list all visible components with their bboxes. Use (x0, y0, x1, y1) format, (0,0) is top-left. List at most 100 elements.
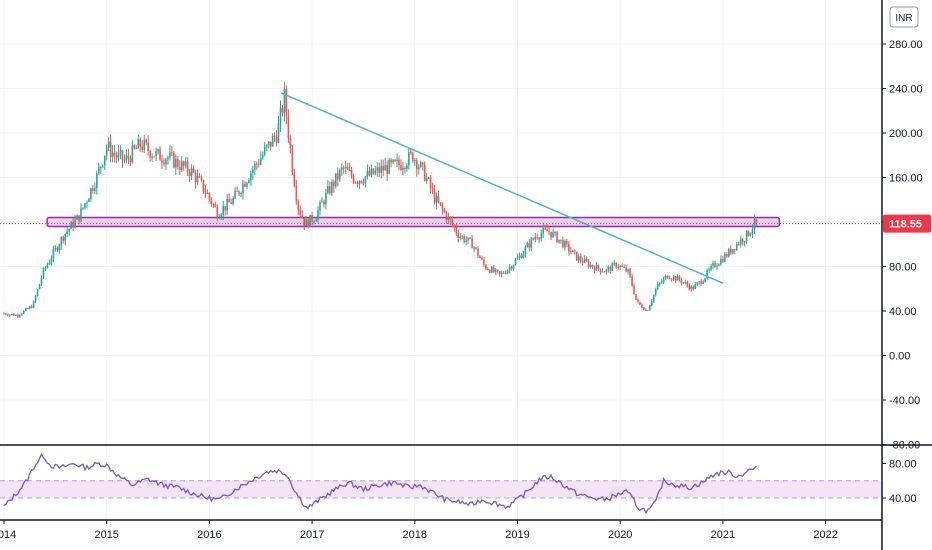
candle (224, 206, 226, 216)
price-plot[interactable] (0, 81, 882, 319)
candle (623, 264, 625, 268)
candle (301, 210, 304, 219)
candle (62, 235, 65, 244)
candle (506, 269, 509, 275)
candle (463, 234, 465, 244)
candle (455, 223, 458, 236)
candle (313, 220, 315, 225)
candle (129, 155, 132, 167)
candle (459, 233, 462, 241)
candle (40, 275, 43, 286)
rsi-plot[interactable] (0, 452, 882, 515)
candle (344, 160, 347, 174)
candle (68, 228, 70, 236)
candle (7, 313, 9, 317)
candle (583, 255, 586, 263)
candle (250, 170, 252, 187)
candle (153, 156, 155, 158)
candle (70, 220, 72, 230)
candle (230, 198, 232, 205)
candle (708, 267, 710, 273)
candle (109, 134, 112, 163)
candle (467, 237, 469, 245)
candle (562, 236, 564, 249)
candle (175, 154, 177, 175)
candle (335, 173, 337, 189)
candle (498, 271, 501, 277)
candle (269, 141, 272, 151)
time-tick-label: 2022 (813, 529, 837, 541)
candle (451, 215, 454, 228)
candle (184, 156, 187, 169)
time-tick-label: 2018 (403, 529, 427, 541)
candle (573, 249, 576, 255)
rsi-axis[interactable]: 80.00 40.00 (882, 459, 917, 506)
candle (619, 265, 621, 271)
candle (421, 161, 424, 171)
candle (631, 273, 633, 288)
price-tick-label: 240.00 (889, 84, 923, 96)
candle (147, 135, 149, 156)
candle (621, 263, 623, 268)
candle (218, 213, 221, 219)
candle (275, 130, 278, 147)
candle (485, 263, 487, 271)
candle (137, 134, 140, 149)
grid-lines (0, 0, 882, 519)
rsi-tick-label: 40.00 (889, 493, 917, 505)
candle (242, 179, 244, 200)
candle (688, 283, 691, 291)
candle (141, 140, 144, 153)
time-axis[interactable]: 2014 2015 2016 2017 2018 2019 2020 2021 2022 (0, 520, 838, 541)
candle (694, 281, 697, 290)
candle (445, 210, 448, 224)
candle (38, 283, 41, 290)
candle (437, 190, 440, 204)
price-axis[interactable]: 280.00240.00200.00160.00120.0080.0040.00… (882, 39, 923, 452)
candle (412, 151, 414, 163)
candle (107, 137, 110, 152)
price-tick-label: 40.00 (889, 306, 917, 318)
candle (496, 269, 499, 274)
candle (36, 288, 39, 297)
candle (400, 159, 402, 172)
candle (342, 165, 345, 175)
descending-trendline[interactable] (280, 92, 724, 284)
candle (579, 253, 582, 264)
candle (289, 135, 292, 154)
candle (704, 277, 706, 283)
currency-badge[interactable]: INR (889, 6, 919, 28)
candle (595, 262, 598, 271)
candle (19, 314, 21, 319)
candle (489, 269, 491, 274)
resistance-zone[interactable] (46, 216, 781, 228)
candle (743, 240, 746, 247)
candle (714, 260, 716, 268)
candle (206, 189, 209, 195)
candle (477, 246, 479, 259)
candle (60, 236, 63, 250)
candle (277, 116, 280, 144)
candle (755, 218, 758, 227)
candle (329, 181, 331, 196)
candle (512, 264, 515, 271)
candle (726, 251, 728, 258)
candle (340, 163, 343, 176)
candle (487, 266, 489, 271)
candle (370, 164, 373, 178)
last-price-badge: 118.55 (883, 214, 931, 233)
candle (297, 199, 300, 216)
candle (190, 164, 193, 180)
candle (536, 233, 539, 241)
candle (712, 260, 714, 270)
price-tick-label: 160.00 (889, 173, 923, 185)
candle (491, 265, 493, 274)
candle (226, 193, 228, 216)
candle (439, 202, 442, 207)
candle (627, 268, 629, 275)
candle (94, 182, 96, 195)
candle (48, 259, 51, 265)
candle (603, 270, 606, 273)
candle (500, 270, 503, 278)
